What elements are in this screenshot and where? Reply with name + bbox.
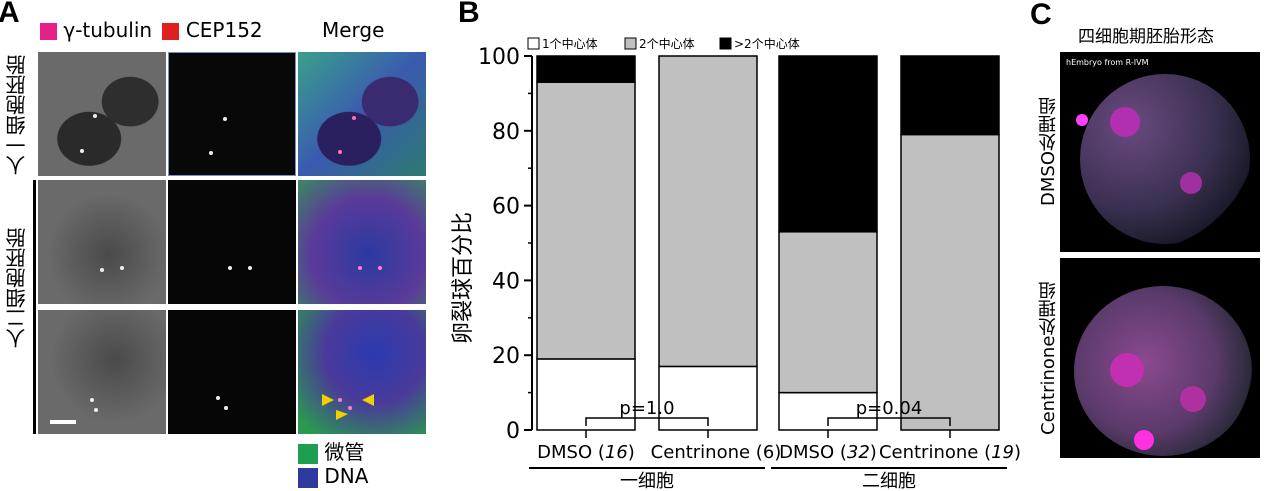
legend-swatch-2 (719, 37, 732, 50)
p-value-0: p=1.0 (619, 398, 674, 419)
tile-two-cell-b-merge (298, 310, 426, 434)
chart-legend: 1个中心体 2个中心体 >2个中心体 (527, 36, 800, 51)
group-label-0: 一细胞 (620, 471, 674, 491)
legend-label-1: 2个中心体 (639, 36, 695, 51)
two-cell-bracket (33, 180, 36, 434)
merge-label: Merge (322, 18, 385, 42)
dna-label: DNA (324, 464, 369, 488)
embryo-image-dmso: hEmbryo from R-IVM (1060, 52, 1260, 252)
group-labels: 一细胞 二细胞 (529, 467, 1007, 491)
gamma-tubulin-label: γ-tubulin (63, 18, 153, 42)
tile-two-cell-b-cep152 (168, 310, 296, 434)
bars (536, 55, 1000, 431)
cep152-swatch (162, 23, 180, 40)
y-axis-label: 卵裂球百分比 (451, 212, 476, 344)
panel-a-label: A (0, 0, 20, 29)
legend-swatch-0 (527, 37, 540, 50)
bar-3-1 (900, 133, 1000, 431)
legend-label-0: 1个中心体 (542, 36, 598, 51)
embryo-image-centrinone (1060, 258, 1260, 458)
scale-bar (50, 420, 76, 424)
dna-swatch (298, 467, 318, 488)
bar-1-1 (658, 55, 758, 368)
row-label-dmso: DMSO处理组 (1038, 97, 1059, 207)
bar-0-2 (536, 55, 636, 83)
panel-a-legend: γ-tubulin CEP152 (40, 18, 263, 42)
tile-two-cell-b-gamma (38, 310, 166, 434)
bar-0-1 (536, 81, 636, 360)
tile-one-cell-cep152 (168, 52, 296, 176)
y-tick-label-4: 80 (492, 120, 520, 145)
x-axis-labels: DMSO (16) Centrinone (6)DMSO (32) Centrino… (537, 430, 1021, 463)
tile-one-cell-gamma (38, 52, 166, 176)
gamma-tubulin-swatch (40, 23, 57, 40)
row-label-two-cell: 人二细胞胚胎 (5, 228, 29, 348)
y-tick-label-1: 20 (492, 344, 520, 369)
x-label-2: DMSO (32) (779, 442, 877, 463)
cep152-label: CEP152 (185, 18, 263, 42)
embryo-inset-text: hEmbryo from R-IVM (1066, 58, 1149, 67)
p-bracket-1 (827, 417, 951, 426)
tile-two-cell-a-cep152 (168, 180, 296, 304)
panel-c-label: C (1030, 0, 1052, 31)
y-tick-label-0: 0 (506, 419, 520, 444)
microtubule-swatch (298, 443, 318, 464)
bar-2-1 (778, 231, 878, 394)
y-tick-label-5: 100 (478, 45, 520, 70)
legend-label-2: >2个中心体 (734, 36, 800, 51)
y-tick-label-3: 60 (492, 195, 520, 220)
y-tick-label-2: 40 (492, 269, 520, 294)
tile-one-cell-merge (298, 52, 426, 176)
group-label-1: 二细胞 (862, 471, 916, 491)
bar-2-2 (778, 55, 878, 233)
microtubule-label: 微管 (324, 440, 365, 464)
x-label-3: Centrinone (19) (879, 442, 1021, 463)
x-label-0: DMSO (16) (537, 442, 635, 463)
y-axis: 0 20 40 60 80 100 (478, 45, 533, 444)
bar-3-2 (900, 55, 1000, 136)
bottom-legend: 微管 DNA (298, 440, 368, 488)
tile-two-cell-a-merge (298, 180, 426, 304)
p-value-1: p=0.04 (856, 398, 923, 419)
panel-b-label: B (458, 0, 480, 29)
centrosome-chart: 卵裂球百分比 1个中心体 2个中心体 >2个中心体 0 20 40 60 80 100 p=1… (451, 36, 1021, 491)
tile-two-cell-a-gamma (38, 180, 166, 304)
p-bracket-0 (585, 417, 709, 426)
legend-swatch-1 (624, 37, 637, 50)
row-label-one-cell: 人一细胞胚胎 (5, 55, 29, 175)
x-label-1: Centrinone (6) (651, 442, 782, 463)
p-values: p=1.0 p=0.04 (585, 398, 951, 426)
row-label-centrinone: Centrinone处理组 (1038, 281, 1059, 435)
panel-c-title: 四细胞期胚胎形态 (1078, 27, 1214, 47)
arrowhead-markers (322, 394, 374, 420)
